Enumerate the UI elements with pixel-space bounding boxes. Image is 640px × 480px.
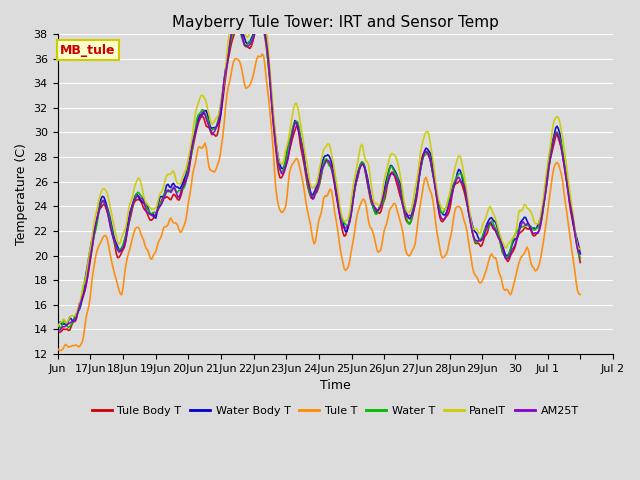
Text: MB_tule: MB_tule — [60, 44, 116, 57]
X-axis label: Time: Time — [320, 379, 351, 392]
Legend: Tule Body T, Water Body T, Tule T, Water T, PanelT, AM25T: Tule Body T, Water Body T, Tule T, Water… — [87, 401, 584, 420]
Title: Mayberry Tule Tower: IRT and Sensor Temp: Mayberry Tule Tower: IRT and Sensor Temp — [172, 15, 499, 30]
Y-axis label: Temperature (C): Temperature (C) — [15, 143, 28, 245]
